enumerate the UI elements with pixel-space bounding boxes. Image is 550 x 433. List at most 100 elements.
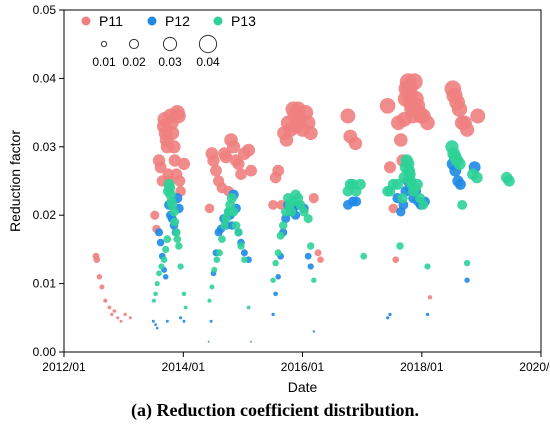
data-point xyxy=(386,316,390,320)
data-point xyxy=(209,284,215,290)
y-tick-label: 0.00 xyxy=(33,345,57,359)
legend-marker-p13 xyxy=(213,16,223,26)
chart-canvas: 0.00 0.01 0.02 0.03 0.04 0.05 2012/01 2014/01 20… xyxy=(7,3,550,395)
data-point xyxy=(275,274,282,280)
data-point xyxy=(93,256,101,264)
data-point xyxy=(215,249,223,257)
data-point xyxy=(151,298,156,303)
data-point xyxy=(394,133,408,147)
data-point xyxy=(273,291,278,297)
data-point xyxy=(103,298,108,303)
data-point xyxy=(311,277,317,283)
data-point xyxy=(281,214,291,224)
legend-marker-p12 xyxy=(147,16,157,26)
legend-label-p11: P11 xyxy=(99,13,123,29)
data-point xyxy=(379,98,396,114)
data-point xyxy=(154,161,167,174)
data-point xyxy=(110,312,114,317)
y-tick-label: 0.02 xyxy=(33,208,57,222)
data-point xyxy=(460,122,475,137)
data-point xyxy=(231,221,241,230)
data-point xyxy=(160,256,168,264)
data-point xyxy=(227,140,241,154)
points-layer xyxy=(92,73,515,343)
data-point xyxy=(397,193,408,204)
data-point xyxy=(150,210,160,220)
data-point xyxy=(162,274,169,280)
data-point xyxy=(418,200,429,210)
data-point xyxy=(278,221,288,230)
data-point xyxy=(276,231,285,240)
data-point xyxy=(96,274,103,280)
data-point xyxy=(425,312,430,317)
series-p13 xyxy=(151,140,515,310)
data-point xyxy=(304,252,312,260)
data-point xyxy=(453,157,466,170)
data-point xyxy=(228,207,239,217)
data-point xyxy=(314,249,322,257)
data-point xyxy=(392,256,400,264)
series-p11 xyxy=(92,73,486,323)
data-point xyxy=(234,228,243,237)
size-legend-label: 0.04 xyxy=(196,55,220,69)
data-point xyxy=(464,277,470,283)
data-point xyxy=(181,291,187,297)
legend-label-p12: P12 xyxy=(165,13,190,29)
data-point xyxy=(154,228,164,237)
data-point xyxy=(162,245,170,253)
data-point xyxy=(424,263,431,270)
data-point xyxy=(246,305,251,310)
data-point xyxy=(175,242,183,250)
data-point xyxy=(457,200,468,210)
data-point xyxy=(463,259,471,267)
size-legend-label: 0.01 xyxy=(92,55,116,69)
data-point xyxy=(240,249,248,257)
data-point xyxy=(163,235,172,244)
data-point xyxy=(116,316,120,320)
data-point xyxy=(268,200,278,210)
data-point xyxy=(182,319,186,323)
data-point xyxy=(167,140,181,154)
data-point xyxy=(299,207,309,217)
data-point xyxy=(303,214,313,224)
data-point xyxy=(213,256,221,264)
size-legend-marker xyxy=(162,36,178,52)
legend-label-p13: P13 xyxy=(231,13,256,29)
data-point xyxy=(173,235,182,244)
data-point xyxy=(168,154,181,167)
data-point xyxy=(112,309,117,313)
size-legend-marker xyxy=(100,40,108,48)
size-legend-label: 0.03 xyxy=(158,55,182,69)
data-point xyxy=(107,305,112,310)
x-tick-label: 2012/01 xyxy=(42,360,86,374)
data-point xyxy=(451,101,468,117)
data-point xyxy=(241,256,248,264)
data-point xyxy=(156,270,162,277)
data-point xyxy=(210,164,222,177)
data-point xyxy=(312,330,315,333)
data-point xyxy=(156,238,165,247)
data-point xyxy=(271,312,275,317)
data-point xyxy=(307,242,315,250)
data-point xyxy=(169,207,179,217)
data-point xyxy=(351,196,362,207)
data-point xyxy=(172,228,181,237)
legend-layer: P11 P12 P13 0.01 0.02 0.03 0.04 xyxy=(81,13,256,69)
data-point xyxy=(340,108,356,124)
data-point xyxy=(405,73,423,91)
data-point xyxy=(360,252,368,260)
data-point xyxy=(471,171,483,184)
data-point xyxy=(270,277,276,283)
data-point xyxy=(153,291,158,297)
x-tick-label: 2016/01 xyxy=(281,360,325,374)
data-point xyxy=(207,340,210,343)
legend-marker-p11 xyxy=(81,16,91,26)
size-legend-label: 0.02 xyxy=(122,55,146,69)
data-point xyxy=(427,295,433,300)
data-point xyxy=(218,235,226,244)
data-point xyxy=(232,157,245,170)
x-axis-label: Date xyxy=(288,379,318,395)
data-point xyxy=(384,161,396,174)
data-point xyxy=(245,164,257,177)
data-point xyxy=(242,143,256,157)
